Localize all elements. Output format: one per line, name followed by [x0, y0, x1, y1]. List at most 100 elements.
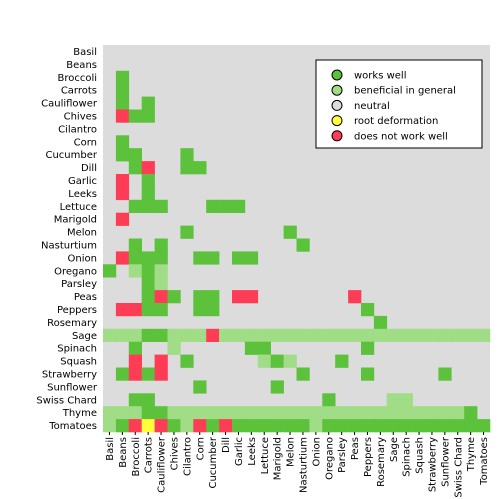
heatmap-cell: [412, 419, 426, 433]
heatmap-cell: [128, 251, 142, 265]
x-tick-label: Squash: [415, 437, 426, 474]
legend-label: beneficial in general: [354, 86, 456, 97]
heatmap-cell: [244, 251, 259, 265]
heatmap-cell: [361, 303, 375, 317]
heatmap-cell: [154, 406, 168, 420]
x-tick-label: Nasturtium: [298, 437, 309, 493]
heatmap-cell: [154, 238, 168, 252]
legend-marker: [331, 69, 343, 81]
legend-label: does not work well: [354, 131, 448, 142]
heatmap-cell: [257, 419, 271, 433]
y-tick-label: Squash: [60, 357, 97, 368]
x-tick-label: Dill: [221, 437, 232, 453]
heatmap-cell: [103, 419, 117, 433]
heatmap-cell: [128, 406, 142, 420]
heatmap-cell: [128, 393, 142, 407]
x-tick-label: Strawberry: [427, 437, 438, 492]
y-tick-label: Broccoli: [57, 73, 97, 84]
heatmap-cell: [232, 328, 246, 342]
heatmap-cell: [180, 406, 194, 420]
heatmap-cell: [283, 419, 297, 433]
heatmap-cell: [141, 367, 155, 381]
heatmap-cell: [154, 354, 168, 368]
heatmap-cell: [399, 328, 413, 342]
x-tick-label: Chives: [169, 437, 180, 470]
heatmap-cell: [270, 380, 284, 394]
y-tick-label: Sunflower: [47, 382, 98, 393]
heatmap-cell: [154, 290, 168, 304]
heatmap-cell: [270, 419, 284, 433]
legend-marker: [331, 99, 343, 111]
heatmap-cell: [361, 406, 375, 420]
heatmap-cell: [154, 419, 168, 433]
heatmap-cell: [373, 328, 388, 342]
heatmap-cell: [386, 406, 400, 420]
heatmap-cell: [296, 367, 310, 381]
heatmap-cell: [399, 406, 413, 420]
heatmap-cell: [128, 367, 142, 381]
heatmap-cell: [219, 199, 233, 213]
x-tick-label: Onion: [311, 437, 322, 466]
heatmap-cell: [309, 419, 323, 433]
heatmap-cell: [244, 328, 259, 342]
heatmap-cell: [128, 303, 142, 317]
heatmap-cell: [232, 251, 246, 265]
y-tick-label: Cucumber: [45, 150, 97, 161]
heatmap-cell: [206, 419, 220, 433]
heatmap-cell: [193, 161, 207, 175]
heatmap-cell: [141, 109, 155, 123]
y-tick-label: Parsley: [61, 279, 97, 290]
y-tick-label: Nasturtium: [41, 240, 97, 251]
heatmap-cell: [335, 419, 349, 433]
heatmap-cell: [386, 393, 400, 407]
heatmap-cell: [115, 251, 130, 265]
y-tick-label: Lettuce: [60, 202, 97, 213]
heatmap-cell: [154, 264, 168, 278]
heatmap-cell: [167, 290, 181, 304]
heatmap-cell: [244, 341, 259, 355]
heatmap-cell: [180, 354, 194, 368]
heatmap-cell: [115, 406, 130, 420]
heatmap-cell: [193, 380, 207, 394]
heatmap-cell: [283, 354, 297, 368]
heatmap-cell: [244, 419, 259, 433]
heatmap-cell: [451, 406, 465, 420]
heatmap-cell: [270, 354, 284, 368]
heatmap-cell: [193, 251, 207, 265]
heatmap-cell: [115, 419, 130, 433]
x-tick-label: Marigold: [273, 437, 284, 480]
heatmap-cell: [464, 419, 478, 433]
heatmap-cell: [348, 290, 362, 304]
heatmap-cell: [399, 393, 413, 407]
heatmap-cell: [206, 199, 220, 213]
legend-marker: [331, 130, 343, 142]
heatmap-cell: [193, 419, 207, 433]
heatmap-cell: [193, 406, 207, 420]
y-tick-label: Spinach: [57, 344, 97, 355]
heatmap-cell: [115, 367, 130, 381]
legend-label: neutral: [354, 101, 390, 112]
x-tick-label: Swiss Chard: [453, 437, 464, 498]
heatmap-cell: [141, 161, 155, 175]
y-tick-label: Cauliflower: [41, 99, 98, 110]
x-tick-label: Peppers: [363, 437, 374, 477]
heatmap-cell: [206, 303, 220, 317]
heatmap-cell: [438, 419, 452, 433]
heatmap-cell: [206, 406, 220, 420]
heatmap-cell: [154, 277, 168, 291]
heatmap-cell: [322, 419, 336, 433]
y-tick-label: Peas: [74, 292, 97, 303]
heatmap-cell: [373, 419, 388, 433]
heatmap-cell: [193, 290, 207, 304]
y-tick-label: Beans: [66, 60, 97, 71]
heatmap-cell: [232, 419, 246, 433]
heatmap-cells: [103, 70, 491, 433]
heatmap-cell: [335, 328, 349, 342]
x-tick-label: Basil: [105, 437, 116, 461]
x-tick-label: Carrots: [144, 437, 155, 473]
heatmap-cell: [283, 328, 297, 342]
heatmap-cell: [141, 290, 155, 304]
heatmap-cell: [141, 419, 155, 433]
heatmap-cell: [361, 328, 375, 342]
